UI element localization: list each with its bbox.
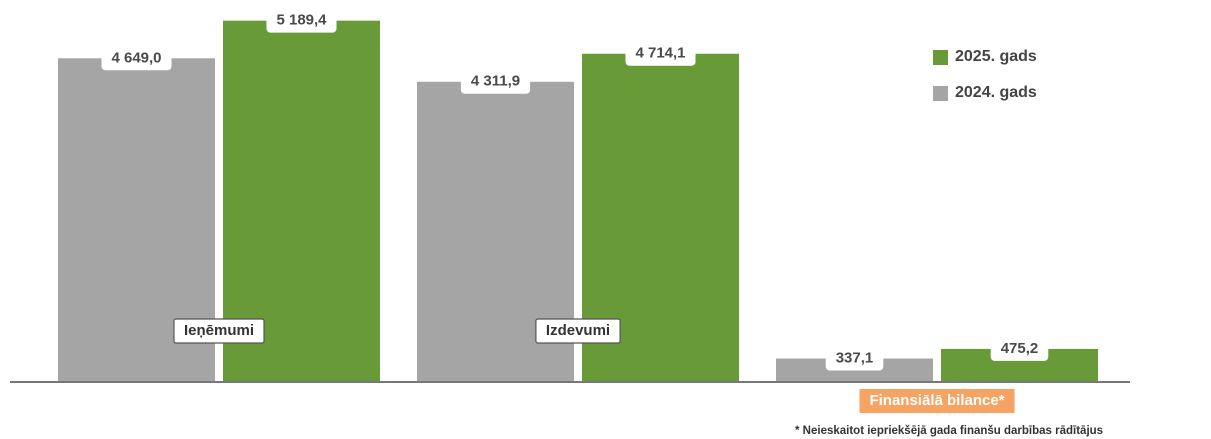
legend-swatch: [933, 50, 948, 65]
category-label-box: [859, 389, 1015, 413]
value-label-box: [101, 46, 172, 71]
legend-label: 2025. gads: [955, 48, 1037, 65]
legend-label: 2024. gads: [955, 84, 1037, 101]
footnote: * Neieskaitot iepriekšējā gada finanšu d…: [795, 425, 1103, 437]
value-label-box: [625, 41, 696, 66]
category-label: Ieņēmumi: [184, 322, 254, 339]
value-label-box: [825, 346, 884, 371]
value-label: 4 714,1: [635, 45, 685, 62]
value-label: 337,1: [836, 349, 874, 366]
value-label: 5 189,4: [276, 12, 327, 29]
category-label-box: [173, 318, 265, 344]
legend-swatch: [933, 86, 948, 101]
category-label: Finansiālā bilance*: [869, 392, 1004, 409]
category-label-box: [535, 318, 621, 344]
value-label: 4 311,9: [471, 73, 520, 90]
value-label: 475,2: [1001, 340, 1039, 357]
value-label-box: [460, 69, 531, 94]
value-label: 4 649,0: [111, 49, 161, 66]
value-label-box: [990, 336, 1049, 361]
value-label-box: [266, 8, 337, 33]
category-label: Izdevumi: [546, 322, 610, 339]
